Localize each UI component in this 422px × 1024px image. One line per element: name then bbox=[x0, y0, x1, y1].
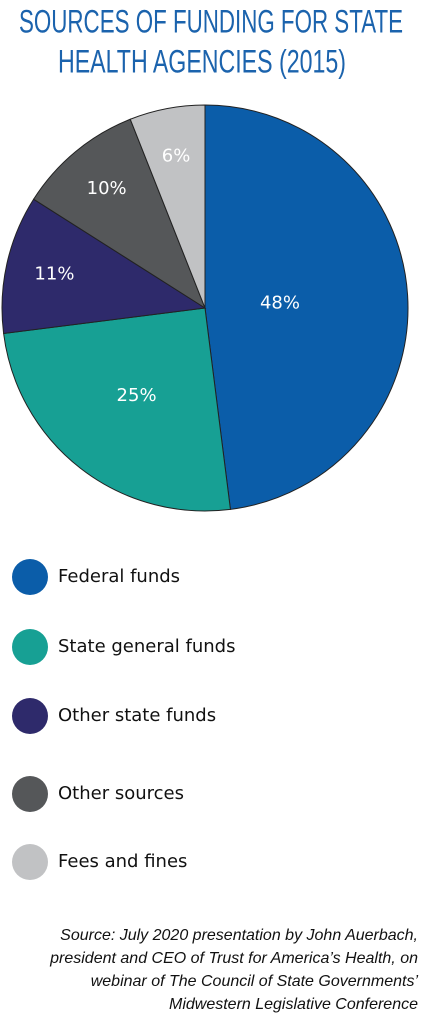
legend-swatch bbox=[12, 844, 48, 880]
chart-title: HEALTH AGENCIES (2015) bbox=[58, 43, 346, 79]
legend-swatch bbox=[12, 776, 48, 812]
legend-label: Other state funds bbox=[58, 705, 216, 726]
legend-label: Other sources bbox=[58, 783, 184, 804]
chart-title: SOURCES OF FUNDING FOR STATE bbox=[19, 3, 403, 39]
slice-label: 25% bbox=[117, 385, 157, 406]
caption: webinar of The Council of State Governme… bbox=[91, 973, 419, 990]
legend-label: Fees and fines bbox=[58, 851, 187, 872]
pie-slice bbox=[3, 307, 232, 512]
slice-label: 11% bbox=[34, 263, 74, 284]
legend-label: State general funds bbox=[58, 636, 235, 657]
caption: Source: July 2020 presentation by John A… bbox=[60, 927, 418, 944]
pie-slice bbox=[204, 104, 409, 510]
legend-swatch bbox=[12, 559, 48, 595]
pie-slice bbox=[1, 198, 207, 335]
caption: Midwestern Legislative Conference bbox=[169, 996, 418, 1013]
legend-swatch bbox=[12, 698, 48, 734]
legend-swatch bbox=[12, 629, 48, 665]
slice-label: 6% bbox=[162, 145, 191, 166]
slice-label: 10% bbox=[87, 178, 127, 199]
pie-slice bbox=[129, 104, 206, 309]
pie-slice bbox=[32, 118, 207, 310]
slice-label: 48% bbox=[260, 292, 300, 313]
caption: president and CEO of Trust for America’s… bbox=[49, 950, 418, 967]
legend-label: Federal funds bbox=[58, 566, 180, 587]
